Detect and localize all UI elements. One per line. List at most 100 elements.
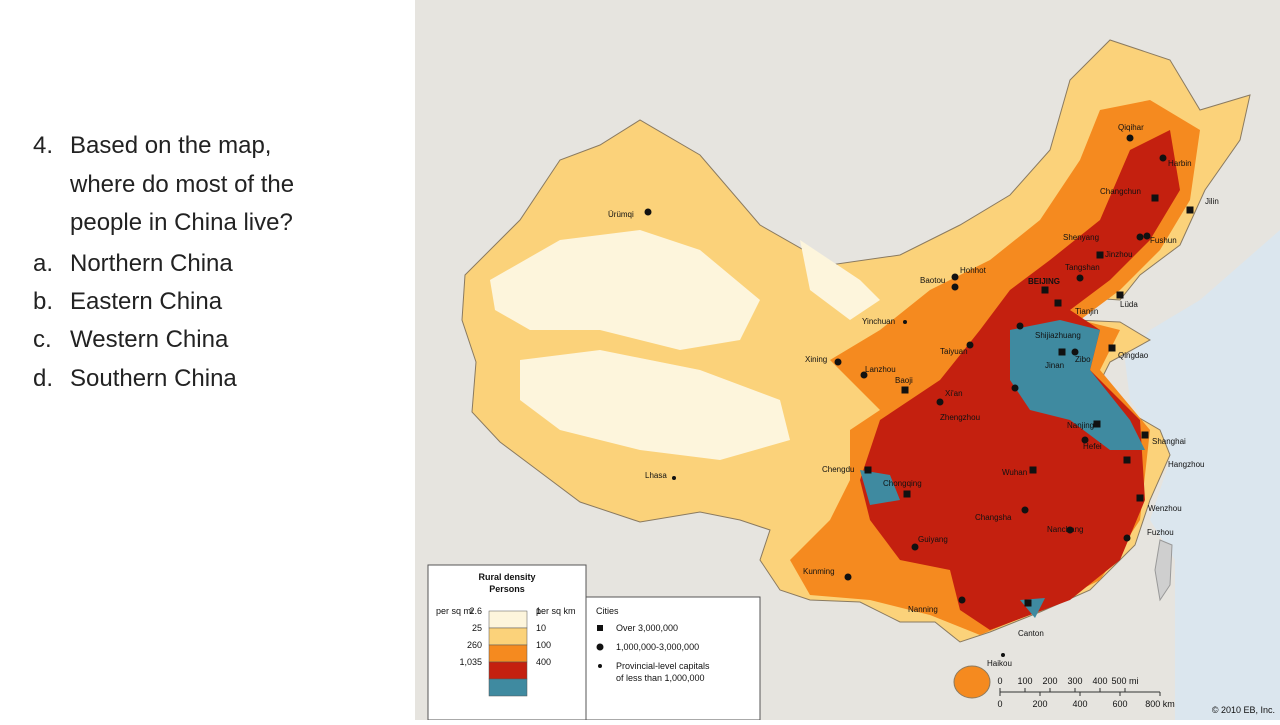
city-label: Baoji xyxy=(895,376,913,385)
credit: © 2010 EB, Inc. xyxy=(1212,705,1275,715)
city-marker xyxy=(672,476,676,480)
city-marker xyxy=(1136,494,1144,502)
legend-unit: per sq mi xyxy=(436,606,473,616)
question-number: 4. xyxy=(33,132,53,159)
city-label: Xining xyxy=(805,355,827,364)
city-marker xyxy=(1108,344,1116,352)
city-label: Yinchuan xyxy=(862,317,895,326)
city-marker xyxy=(1159,154,1167,162)
city-label: Nanning xyxy=(908,605,938,614)
city-label: Guiyang xyxy=(918,535,948,544)
city-marker xyxy=(901,386,909,394)
city-label: Harbin xyxy=(1168,159,1192,168)
hainan xyxy=(953,665,991,699)
city-marker xyxy=(864,466,872,474)
city-marker xyxy=(936,398,944,406)
city-label: Fushun xyxy=(1150,236,1177,245)
city-label: Changchun xyxy=(1100,187,1141,196)
scale-label: 600 xyxy=(1112,699,1127,709)
city-label: Zhengzhou xyxy=(940,413,980,422)
city-label: Haikou xyxy=(987,659,1012,668)
city-marker xyxy=(1141,431,1149,439)
desert xyxy=(490,230,880,460)
city-marker xyxy=(1054,299,1062,307)
legend-unit: per sq km xyxy=(536,606,576,616)
city-label: Hohhot xyxy=(960,266,987,275)
city-label: Jilin xyxy=(1205,197,1219,206)
city-marker xyxy=(1126,134,1134,142)
city-label: Xi'an xyxy=(945,389,963,398)
legend-swatch xyxy=(488,661,528,680)
legend-label: 1 xyxy=(536,606,541,616)
cities-legend-item: Provincial-level capitals xyxy=(616,661,710,671)
legend: Rural density Persons per sq mi per sq k… xyxy=(427,564,761,721)
city-label: Lhasa xyxy=(645,471,667,480)
cities-legend-box xyxy=(585,596,761,721)
city-label: Hefei xyxy=(1083,442,1102,451)
city-label: Fuzhou xyxy=(1147,528,1174,537)
city-label: Shenyang xyxy=(1063,233,1099,242)
city-label: Lüda xyxy=(1120,300,1138,309)
city-label: Canton xyxy=(1018,629,1044,638)
scale-bar: 0 100 200 300 400 500 mi 0 200 400 600 800 km xyxy=(997,676,1174,709)
legend-swatch xyxy=(488,627,528,646)
scale-label: 300 xyxy=(1067,676,1082,686)
legend-label: 2.6 xyxy=(469,606,482,616)
legend-title: Rural density xyxy=(478,572,535,582)
city-marker xyxy=(844,573,852,581)
city-marker xyxy=(1001,653,1005,657)
city-label: Tianjin xyxy=(1075,307,1098,316)
city-marker xyxy=(951,273,959,281)
city-label: Hangzhou xyxy=(1168,460,1204,469)
cities-legend-item: of less than 1,000,000 xyxy=(616,673,705,683)
map: Qiqihar Harbin Changchun Jilin Shenyang Fushu… xyxy=(415,0,1280,721)
city-label: Zibo xyxy=(1075,355,1091,364)
city-marker xyxy=(1096,251,1104,259)
city-marker xyxy=(966,341,974,349)
city-marker xyxy=(1186,206,1194,214)
city-marker xyxy=(1081,436,1089,444)
city-marker xyxy=(1093,420,1101,428)
city-marker xyxy=(1011,384,1019,392)
city-label: Qingdao xyxy=(1118,351,1149,360)
scale-label: 800 km xyxy=(1145,699,1175,709)
city-label: Baotou xyxy=(920,276,945,285)
city-label: Taiyuan xyxy=(940,347,968,356)
legend-label: 100 xyxy=(536,640,551,650)
city-marker xyxy=(958,596,966,604)
city-marker xyxy=(1016,322,1024,330)
taiwan xyxy=(1154,539,1173,602)
question-line: where do most of the xyxy=(69,171,294,198)
city-marker xyxy=(1136,233,1144,241)
option-letter: d. xyxy=(33,365,53,392)
city-marker xyxy=(1041,286,1049,294)
question-line: Based on the map, xyxy=(70,132,271,159)
scale-label: 400 xyxy=(1072,699,1087,709)
city-marker xyxy=(1066,526,1074,534)
marker-key xyxy=(597,625,603,631)
scale-label: 200 xyxy=(1032,699,1047,709)
legend-swatch xyxy=(488,644,528,663)
cities-legend-item: Over 3,000,000 xyxy=(616,623,678,633)
cities-legend-title: Cities xyxy=(596,606,619,616)
city-marker xyxy=(903,320,907,324)
option-letter: c. xyxy=(33,326,52,353)
option-letter: a. xyxy=(33,250,53,277)
city-marker xyxy=(1123,456,1131,464)
question-line: people in China live? xyxy=(70,209,293,236)
city-marker xyxy=(834,358,842,366)
legend-label: 10 xyxy=(536,623,546,633)
city-marker xyxy=(1076,274,1084,282)
legend-swatch xyxy=(488,610,528,629)
city-label: Jinzhou xyxy=(1105,250,1133,259)
city-marker xyxy=(860,371,868,379)
city-marker xyxy=(1021,506,1029,514)
legend-label: 400 xyxy=(536,657,551,667)
scale-label: 0 xyxy=(997,699,1002,709)
city-label: Chengdu xyxy=(822,465,854,474)
city-label: Ürümqi xyxy=(608,210,634,219)
legend-swatch xyxy=(488,678,528,697)
city-label: Shanghai xyxy=(1152,437,1186,446)
city-marker xyxy=(1029,466,1037,474)
